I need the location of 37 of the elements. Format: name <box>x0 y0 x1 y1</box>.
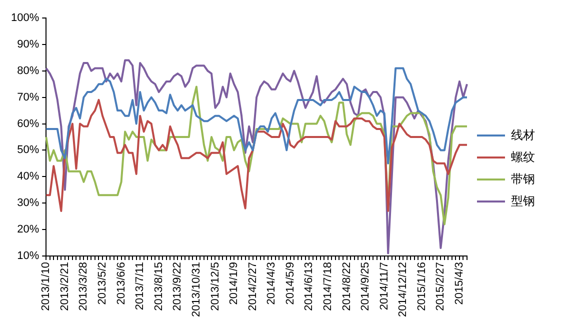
x-tick-label: 2014/5/9 <box>284 262 296 305</box>
x-tick-label: 2014/12/12 <box>397 262 410 318</box>
x-tick-label: 2014/2/27 <box>246 262 259 311</box>
x-tick-label: 2014/6/13 <box>303 262 316 311</box>
x-tick-label: 2013/6/6 <box>115 262 128 305</box>
x-tick-label: 2015/1/16 <box>416 262 428 311</box>
y-tick-label: 10% <box>17 250 40 262</box>
y-tick-label: 50% <box>17 144 40 156</box>
legend-label: 螺纹 <box>511 150 535 164</box>
x-tick-label: 2014/11/7 <box>378 262 390 310</box>
x-tick-label: 2014/9/25 <box>360 262 372 311</box>
x-tick-label: 2013/5/2 <box>96 262 109 305</box>
x-tick-label: 2013/1/10 <box>40 262 52 311</box>
y-tick-label: 90% <box>17 38 40 50</box>
x-tick-label: 2013/9/22 <box>172 262 184 311</box>
x-tick-label: 2014/8/22 <box>340 262 353 311</box>
x-tick-label: 2013/8/15 <box>152 262 165 311</box>
x-tick-label: 2015/4/3 <box>454 262 466 305</box>
y-tick-label: 20% <box>17 224 40 236</box>
x-tick-label: 2013/3/28 <box>78 262 90 311</box>
x-tick-label: 2014/1/9 <box>228 262 240 305</box>
y-tick-label: 60% <box>17 118 40 130</box>
legend-label: 带钢 <box>511 172 535 186</box>
legend-label: 线材 <box>511 128 535 142</box>
x-tick-label: 2015/2/27 <box>434 262 447 311</box>
x-tick-label: 2014/4/3 <box>266 262 278 305</box>
x-tick-label: 2013/7/11 <box>134 262 146 310</box>
x-tick-label: 2013/12/5 <box>209 262 222 311</box>
x-tick-label: 2014/7/18 <box>322 262 334 311</box>
y-tick-label: 80% <box>17 64 40 77</box>
y-tick-label: 70% <box>17 91 40 104</box>
y-tick-label: 40% <box>17 170 40 183</box>
y-tick-label: 100% <box>10 12 40 24</box>
x-tick-label: 2013/10/31 <box>190 262 202 318</box>
legend-label: 型钢 <box>511 194 535 208</box>
y-tick-label: 30% <box>17 197 40 210</box>
x-tick-label: 2013/2/21 <box>58 262 71 311</box>
